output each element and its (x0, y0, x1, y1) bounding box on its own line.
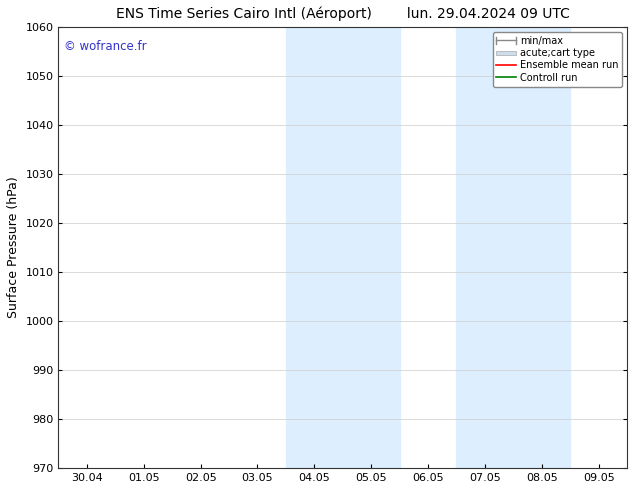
Bar (514, 27, 570, 468)
Y-axis label: Surface Pressure (hPa): Surface Pressure (hPa) (7, 176, 20, 318)
Title: ENS Time Series Cairo Intl (Aéroport)        lun. 29.04.2024 09 UTC: ENS Time Series Cairo Intl (Aéroport) lu… (116, 7, 570, 22)
Bar (456, 27, 514, 468)
Text: © wofrance.fr: © wofrance.fr (64, 40, 147, 53)
Legend: min/max, acute;cart type, Ensemble mean run, Controll run: min/max, acute;cart type, Ensemble mean … (493, 32, 622, 87)
Bar (343, 27, 399, 468)
Bar (286, 27, 343, 468)
